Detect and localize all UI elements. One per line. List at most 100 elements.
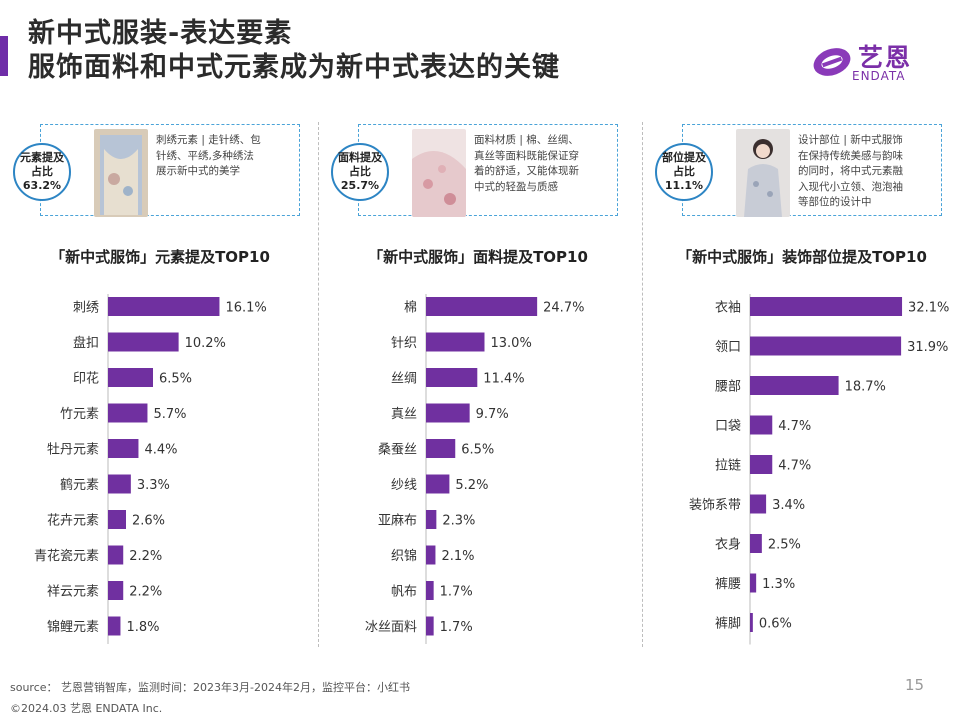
value-label: 9.7% [476,407,509,422]
source-note: source： 艺恩营销智库，监测时间：2023年3月-2024年2月，监控平台… [10,681,410,694]
value-label: 2.2% [129,585,162,600]
bar [750,494,767,514]
category-label: 鹤元素 [60,477,99,493]
page-title: 新中式服装-表达要素 服饰面料和中式元素成为新中式表达的关键 [28,17,560,85]
endata-logo: 艺恩 ENDATA [810,38,930,88]
value-label: 24.7% [543,301,584,316]
category-label: 牡丹元素 [47,443,99,458]
card-description: 面料材质 | 棉、丝绸、 真丝等面料既能保证穿 着的舒适，又能体现新 中式的轻盈… [474,134,579,193]
category-label: 裤腰 [715,577,741,592]
category-label: 盘扣 [73,335,99,351]
category-label: 棉 [404,301,417,316]
column-divider-1 [318,122,319,647]
category-label: 衣身 [715,537,741,553]
bar [108,616,121,636]
bar [108,510,126,529]
value-label: 3.3% [137,478,170,493]
value-label: 1.8% [126,620,159,635]
category-label: 祥云元素 [47,585,99,600]
category-label: 印花 [73,371,99,387]
value-label: 16.1% [225,301,266,316]
bar [750,336,902,356]
bar [108,332,179,352]
value-label: 6.5% [159,372,192,387]
category-label: 冰丝面料 [365,620,417,635]
value-label: 2.1% [441,549,474,564]
bar [750,613,753,632]
fabric-photo [412,129,466,217]
bar [108,474,131,494]
category-label: 拉链 [715,459,741,474]
value-label: 1.3% [762,577,795,592]
bar [426,616,434,636]
value-label: 5.7% [153,407,186,422]
category-label: 裤脚 [715,616,741,632]
value-label: 32.1% [908,301,949,316]
category-label: 腰部 [715,380,741,395]
title-accent-bar [0,36,8,76]
value-label: 18.7% [845,380,886,395]
category-label: 针织 [391,336,417,351]
copyright: ©2024.03 艺恩 ENDATA Inc. [10,702,163,715]
page-title-line2: 服饰面料和中式元素成为新中式表达的关键 [28,52,560,83]
bar [750,376,839,395]
share-badge: 面料提及 占比 25.7% [331,143,389,201]
bar [426,545,436,565]
value-label: 3.4% [772,498,805,513]
category-label: 帆布 [391,585,417,600]
bar [108,581,124,600]
bar [426,439,456,458]
category-label: 纱线 [391,478,417,493]
panel-fabrics: 面料提及 占比 25.7% 面料材质 | 棉、丝绸、 真丝等面料既能保证穿 着的… [328,122,628,648]
bar [426,368,478,387]
bar [426,297,538,316]
bar [108,545,124,565]
page-number: 15 [905,676,925,694]
card-description: 设计部位 | 新中式服饰 在保持传统美感与韵味 的同时，将中式元素融 入现代小立… [798,134,903,208]
model-photo [736,129,790,217]
category-label: 青花瓷元素 [34,548,99,564]
bar-chart-fabrics: 棉 24.7% 针织 13.0% 丝绸 11.4% 真丝 9.7% 桑蚕丝 6.5% 纱线 5.2% 亚… [365,294,584,644]
value-label: 2.2% [129,549,162,564]
value-label: 2.5% [768,538,801,553]
page-title-line1: 新中式服装-表达要素 [28,18,293,49]
value-label: 4.4% [144,443,177,458]
chart-title: 「新中式服饰」面料提及TOP10 [368,248,588,266]
bar [108,368,153,387]
value-label: 11.4% [483,372,524,387]
bar [426,332,485,352]
value-label: 1.7% [440,620,473,635]
category-label: 花卉元素 [47,513,99,529]
category-label: 装饰系带 [689,498,741,513]
bar [750,455,773,474]
bar [426,581,434,600]
panel-elements: 元素提及 占比 63.2% 刺绣元素 | 走针绣、包 针绣、平绣,多种绣法 展示… [10,122,310,648]
category-label: 领口 [715,340,741,355]
bar-chart-parts: 衣袖 32.1% 领口 31.9% 腰部 18.7% 口袋 4.7% 拉链 4.7% 装饰系带 3.4… [689,294,949,645]
logo-text-en: ENDATA [852,69,906,83]
value-label: 4.7% [778,459,811,474]
value-label: 5.2% [455,478,488,493]
panel-parts: 部位提及 占比 11.1% 设计部位 | 新中式服饰 在保持传统美感与韵味 的同… [652,122,952,648]
bar [426,510,437,529]
column-divider-2 [642,122,643,647]
share-badge: 元素提及 占比 63.2% [13,143,71,201]
bar [108,403,148,423]
bar [108,297,220,316]
value-label: 4.7% [778,419,811,434]
category-label: 锦鲤元素 [47,620,99,635]
bar [426,403,470,423]
chart-title: 「新中式服饰」装饰部位提及TOP10 [677,248,927,266]
card-description: 刺绣元素 | 走针绣、包 针绣、平绣,多种绣法 展示新中式的美学 [156,134,261,177]
value-label: 31.9% [907,340,948,355]
bar-chart-elements: 刺绣 16.1% 盘扣 10.2% 印花 6.5% 竹元素 5.7% 牡丹元素 4.4% 鹤元素 3.… [34,294,267,644]
category-label: 丝绸 [391,372,417,387]
value-label: 10.2% [185,336,226,351]
embroidery-photo [94,129,148,217]
category-label: 亚麻布 [378,514,417,529]
bar [750,297,903,316]
chart-title: 「新中式服饰」元素提及TOP10 [50,248,270,266]
bar [426,474,450,494]
value-label: 2.3% [442,514,475,529]
bar [750,573,757,593]
